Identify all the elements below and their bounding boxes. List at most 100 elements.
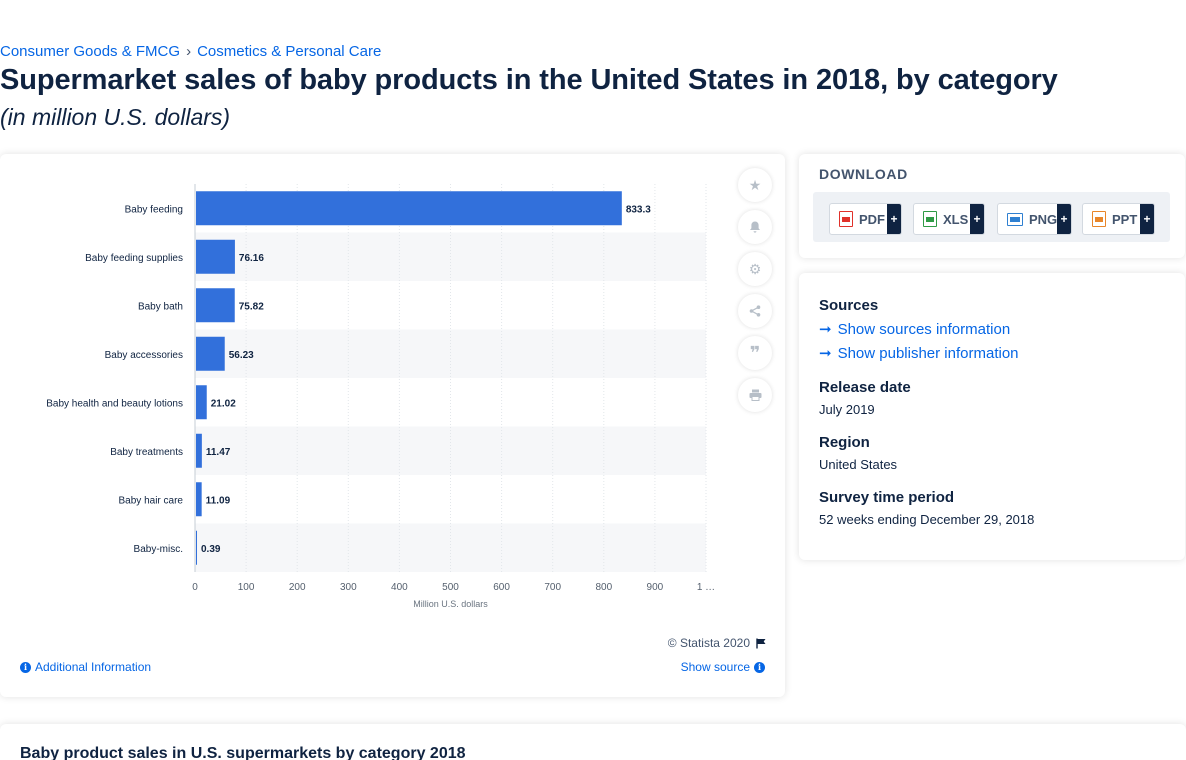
bar	[196, 433, 202, 468]
plus-icon: +	[970, 204, 984, 234]
bar	[196, 336, 225, 371]
region-label: Region	[819, 434, 870, 451]
category-label: Baby accessories	[105, 350, 183, 361]
category-label: Baby-misc.	[134, 544, 183, 555]
x-tick-label: 300	[340, 582, 357, 593]
category-label: Baby treatments	[110, 447, 183, 458]
png-file-icon	[1007, 212, 1023, 226]
download-bar: PDF + XLS + PNG + PPT +	[813, 192, 1170, 242]
x-tick-label: 900	[647, 582, 664, 593]
category-label: Baby feeding supplies	[85, 253, 183, 264]
ppt-file-icon	[1092, 211, 1106, 227]
copyright-text: © Statista 2020	[667, 636, 750, 650]
download-xls-button[interactable]: XLS +	[913, 203, 985, 235]
favorite-button[interactable]: ★	[738, 168, 772, 202]
download-png-label: PNG	[1029, 211, 1058, 227]
related-statistic-title[interactable]: Baby product sales in U.S. supermarkets …	[20, 745, 466, 760]
related-statistic-card: Baby product sales in U.S. supermarkets …	[0, 724, 1186, 760]
survey-period-label: Survey time period	[819, 489, 955, 506]
data-label: 0.39	[201, 544, 221, 555]
release-date-value: July 2019	[819, 402, 875, 417]
chevron-right-icon: ›	[186, 43, 192, 60]
additional-information-link[interactable]: i Additional Information	[20, 660, 151, 674]
bar	[196, 239, 235, 274]
data-label: 56.23	[229, 350, 254, 361]
page-subtitle: (in million U.S. dollars)	[0, 104, 231, 130]
show-sources-label: Show sources information	[837, 320, 1011, 338]
star-icon: ★	[748, 176, 762, 193]
settings-button[interactable]: ⚙	[738, 252, 772, 286]
quote-icon: ❞	[749, 343, 761, 363]
download-ppt-button[interactable]: PPT +	[1082, 203, 1155, 235]
sources-label: Sources	[819, 297, 879, 314]
share-icon	[749, 305, 761, 317]
chart-toolbar: ★ ⚙ ❞	[738, 168, 772, 420]
download-ppt-label: PPT	[1112, 211, 1138, 227]
download-title: DOWNLOAD	[819, 166, 908, 182]
arrow-right-icon: ➞	[819, 321, 832, 338]
bar	[196, 191, 622, 226]
download-pdf-button[interactable]: PDF +	[829, 203, 902, 235]
x-tick-label: 0	[192, 582, 198, 593]
survey-period-value: 52 weeks ending December 29, 2018	[819, 512, 1035, 527]
plus-icon: +	[887, 204, 901, 234]
download-pdf-label: PDF	[859, 211, 885, 227]
notification-button[interactable]	[738, 210, 772, 244]
breadcrumb-item-consumer-goods[interactable]: Consumer Goods & FMCG	[0, 43, 181, 60]
download-png-button[interactable]: PNG +	[997, 203, 1072, 235]
data-label: 833.3	[626, 204, 651, 215]
download-xls-label: XLS	[943, 211, 969, 227]
cite-button[interactable]: ❞	[738, 336, 772, 370]
data-label: 21.02	[211, 398, 236, 409]
page-title: Supermarket sales of baby products in th…	[0, 64, 1058, 96]
x-tick-label: 600	[493, 582, 510, 593]
chart-card: 0 100 200 300 400 500 600 700 800 900 1 … 833.3 Baby…	[0, 154, 785, 697]
region-value: United States	[819, 457, 898, 472]
xls-file-icon	[923, 211, 937, 227]
gear-icon: ⚙	[748, 260, 762, 277]
x-tick-label: 200	[289, 582, 306, 593]
category-label: Baby health and beauty lotions	[46, 398, 183, 409]
category-label: Baby feeding	[125, 204, 183, 215]
x-tick-label: 800	[595, 582, 612, 593]
breadcrumb-item-cosmetics[interactable]: Cosmetics & Personal Care	[197, 43, 382, 60]
data-label: 11.09	[206, 495, 231, 506]
show-publisher-link[interactable]: ➞ Show publisher information	[819, 344, 1019, 363]
bell-icon	[750, 221, 760, 233]
share-button[interactable]	[738, 294, 772, 328]
plus-icon: +	[1057, 204, 1071, 234]
show-sources-link[interactable]: ➞ Show sources information	[819, 320, 1011, 339]
category-label: Baby hair care	[119, 495, 184, 506]
info-icon: i	[754, 661, 765, 673]
download-card: DOWNLOAD PDF + XLS + PNG + PPT +	[799, 154, 1185, 258]
pdf-file-icon	[839, 211, 853, 227]
info-card: Sources ➞ Show sources information ➞ Sho…	[799, 273, 1185, 560]
x-axis-label: Million U.S. dollars	[413, 599, 488, 609]
x-tick-label: 700	[544, 582, 561, 593]
data-label: 76.16	[239, 253, 264, 264]
copyright: © Statista 2020	[668, 636, 767, 650]
bar-chart: 0 100 200 300 400 500 600 700 800 900 1 … 833.3 Baby…	[46, 184, 715, 609]
x-tick-label: 1 …	[697, 582, 715, 593]
breadcrumb: Consumer Goods & FMCG › Cosmetics & Pers…	[0, 43, 381, 60]
flag-icon[interactable]	[756, 638, 767, 649]
show-source-label: Show source	[680, 660, 750, 674]
plus-icon: +	[1140, 204, 1154, 234]
category-label: Baby bath	[138, 301, 183, 312]
info-icon: i	[20, 661, 31, 673]
data-label: 11.47	[206, 447, 231, 458]
x-tick-label: 100	[238, 582, 255, 593]
bar	[196, 385, 207, 420]
additional-information-label: Additional Information	[35, 660, 152, 674]
print-button[interactable]	[738, 378, 772, 412]
show-source-link[interactable]: Show source i	[681, 660, 765, 674]
data-label: 75.82	[239, 301, 264, 312]
bar	[196, 530, 197, 565]
print-icon	[749, 389, 761, 401]
arrow-right-icon: ➞	[819, 345, 832, 362]
x-tick-label: 400	[391, 582, 408, 593]
x-tick-label: 500	[442, 582, 459, 593]
bar	[196, 288, 235, 323]
show-publisher-label: Show publisher information	[837, 344, 1019, 362]
bar	[196, 482, 202, 517]
